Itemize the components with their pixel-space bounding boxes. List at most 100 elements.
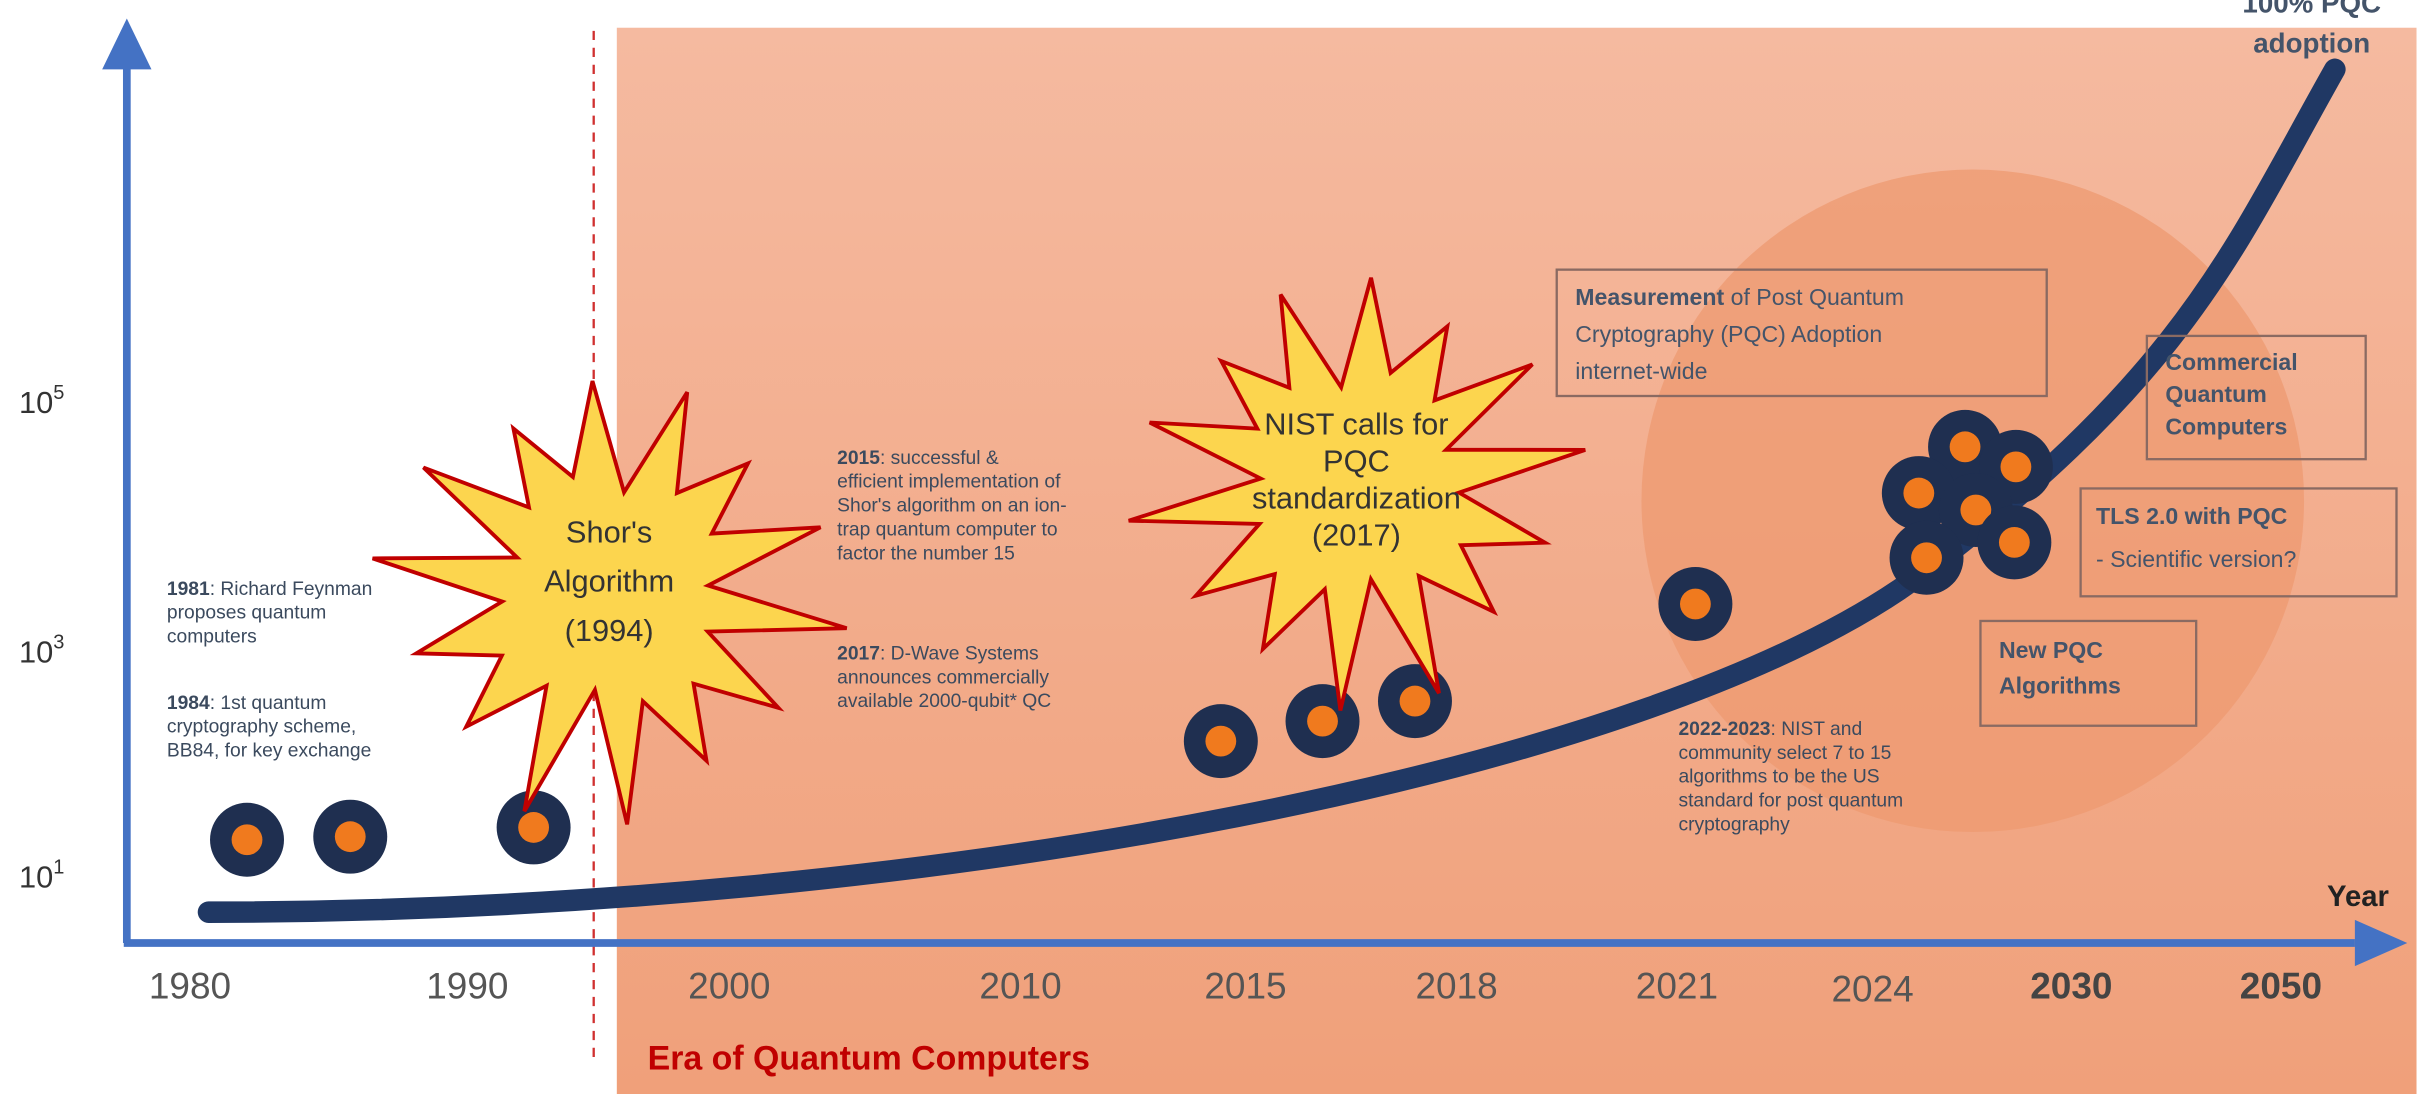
x-tick: 2018 — [1415, 965, 1497, 1006]
note-line: cryptography — [1678, 815, 1790, 836]
tls-box — [2079, 487, 2398, 598]
top-label: 100% PQC — [2242, 0, 2381, 18]
x-tick: 2030 — [2030, 965, 2112, 1006]
new-pqc-text: New PQC — [1999, 637, 2103, 663]
note-text: cryptography scheme, — [167, 717, 356, 738]
notes: 1981: Richard Feynman proposes quantum com… — [167, 448, 1903, 836]
x-arrow — [2354, 919, 2408, 967]
x-tick: 1980 — [149, 965, 231, 1006]
new-pqc-box — [1979, 619, 2198, 727]
nist-label: standardization — [1252, 480, 1461, 515]
x-tick: 2021 — [1636, 965, 1718, 1006]
note-line: computers — [167, 627, 257, 648]
shor-label: (1994) — [565, 613, 654, 648]
note-text: Shor's algorithm on an ion- — [837, 496, 1066, 517]
note-text: : D-Wave Systems — [880, 643, 1039, 664]
note-text: announces commercially — [837, 667, 1049, 688]
measurement-box — [1555, 268, 2048, 398]
note-line: algorithms to be the US — [1678, 767, 1879, 788]
x-tick: 2050 — [2240, 965, 2322, 1006]
tls-title: TLS 2.0 with PQC — [2096, 503, 2288, 529]
note-line: community select 7 to 15 — [1678, 743, 1891, 764]
x-tick: 2000 — [688, 965, 770, 1006]
note-line: 1984: 1st quantum — [167, 693, 326, 714]
note-year: 1984 — [167, 693, 210, 714]
starbursts — [371, 277, 1586, 825]
note-text: efficient implementation of — [837, 472, 1061, 493]
dot-inner — [1205, 725, 1237, 757]
shor-label: Algorithm — [544, 564, 674, 599]
note-text: : 1st quantum — [210, 693, 327, 714]
note-line: 1981: Richard Feynman — [167, 579, 372, 600]
adoption-curve — [197, 58, 2346, 923]
note-text: factor the number 15 — [837, 543, 1015, 564]
event-dots — [210, 409, 2053, 877]
note-line: 2017: D-Wave Systems — [837, 643, 1038, 664]
y-tick: 101 — [19, 857, 64, 895]
nist-label: (2017) — [1312, 517, 1401, 552]
y-tick: 103 — [19, 632, 64, 670]
note-text: : Richard Feynman — [210, 579, 373, 600]
dot-inner — [1903, 477, 1935, 509]
dot-inner — [231, 824, 263, 856]
x-tick: 1990 — [426, 965, 508, 1006]
note-line: available 2000-qubit* QC — [837, 691, 1051, 712]
x-tick: 2024 — [1831, 969, 1913, 1010]
era-label: Era of Quantum Computers — [648, 1039, 1090, 1077]
dot-inner — [1679, 588, 1711, 620]
note-text: cryptography — [1678, 815, 1790, 836]
note-year: 2022-2023 — [1678, 719, 1770, 740]
dot-inner — [1949, 431, 1981, 463]
note-text: : NIST and — [1771, 719, 1863, 740]
y-tick: 105 — [19, 382, 64, 420]
note-line: efficient implementation of — [837, 472, 1061, 493]
note-line: 2015: successful & — [837, 448, 999, 469]
starburst — [371, 380, 848, 825]
note-year: 2017 — [837, 643, 880, 664]
x-tick: 2010 — [979, 965, 1061, 1006]
measurement-text: Measurement of Post Quantum — [1575, 284, 1904, 310]
note-line: Shor's algorithm on an ion- — [837, 496, 1066, 517]
note-line: trap quantum computer to — [837, 519, 1057, 540]
y-arrow — [102, 18, 152, 70]
shor-label: Shor's — [566, 514, 652, 549]
dot-inner — [334, 821, 366, 853]
nist-label: PQC — [1323, 443, 1390, 478]
tls-item: - Scientific version? — [2096, 546, 2296, 572]
note-year: 1981 — [167, 579, 210, 600]
x-axis-label: Year — [2327, 881, 2389, 913]
note-text: standard for post quantum — [1678, 791, 1903, 812]
top-label: adoption — [2253, 27, 2370, 58]
starburst — [1128, 277, 1586, 711]
note-year: 2015 — [837, 448, 880, 469]
note-line: announces commercially — [837, 667, 1049, 688]
commercial-text: Commercial — [2165, 349, 2297, 375]
note-text: BB84, for key exchange — [167, 741, 371, 762]
dot-inner — [1960, 494, 1992, 526]
dot-inner — [1399, 685, 1431, 717]
measurement-text: Cryptography (PQC) Adoption — [1575, 321, 1882, 347]
dot-inner — [1307, 705, 1338, 737]
note-text: available 2000-qubit* QC — [837, 691, 1051, 712]
dot-inner — [518, 812, 550, 843]
new-pqc-text: Algorithms — [1999, 672, 2121, 698]
measurement-text: internet-wide — [1575, 358, 1707, 384]
note-line: factor the number 15 — [837, 543, 1015, 564]
note-text: computers — [167, 627, 257, 648]
note-text: algorithms to be the US — [1678, 767, 1879, 788]
commercial-box — [2145, 334, 2367, 461]
note-text: trap quantum computer to — [837, 519, 1057, 540]
y-ticks: 105 103 101 — [19, 382, 64, 894]
note-line: BB84, for key exchange — [167, 741, 371, 762]
nist-label: NIST calls for — [1264, 407, 1448, 442]
note-text: : successful & — [880, 448, 999, 469]
note-line: cryptography scheme, — [167, 717, 356, 738]
dot-inner — [2000, 451, 2032, 483]
note-text: community select 7 to 15 — [1678, 743, 1891, 764]
commercial-text: Computers — [2165, 414, 2287, 440]
x-tick: 2015 — [1204, 965, 1286, 1006]
dot-inner — [1998, 526, 2030, 558]
dot-inner — [1911, 542, 1942, 574]
commercial-text: Quantum — [2165, 381, 2266, 407]
